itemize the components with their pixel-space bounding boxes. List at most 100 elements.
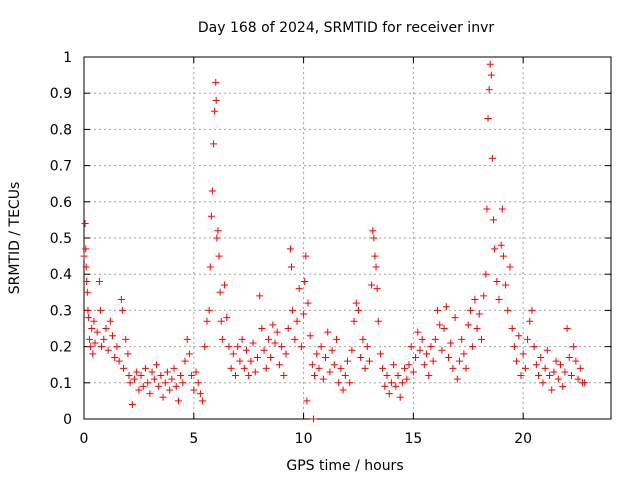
data-point [90,317,98,325]
data-point [581,379,589,387]
data-point [212,96,220,104]
plot-area-border [83,56,612,420]
data-point [221,281,229,289]
data-point [521,364,529,372]
data-point [464,321,472,329]
data-point [398,379,406,387]
data-point [152,361,160,369]
data-point [403,375,411,383]
data-point [286,245,294,253]
data-point [297,343,305,351]
data-point [203,317,211,325]
y-tick-label: 0.4 [50,267,72,283]
data-point [302,252,310,260]
data-point [537,353,545,361]
data-point [214,227,222,235]
data-point [423,350,431,358]
data-point [451,314,459,322]
data-point [85,335,93,343]
data-point [174,397,182,405]
data-point [213,234,221,242]
data-point [337,364,345,372]
data-point [161,379,169,387]
data-point [357,353,365,361]
data-point [425,372,433,380]
data-point [139,382,147,390]
data-point [488,154,496,162]
data-point [517,372,525,380]
data-point [104,346,112,354]
data-point [309,415,317,423]
data-point [208,187,216,195]
data-point [438,346,446,354]
data-point [124,350,132,358]
data-point [150,375,158,383]
data-point [499,252,507,260]
data-point [89,350,97,358]
data-point [416,346,424,354]
data-point [352,299,360,307]
data-point [401,364,409,372]
data-point [141,364,149,372]
data-point [482,270,490,278]
data-point [278,343,286,351]
data-point [373,285,381,293]
data-point [344,357,351,365]
data-point [354,306,362,314]
data-point [383,372,391,380]
data-point [115,357,123,365]
data-point [319,375,327,383]
data-point [144,379,152,387]
data-point [168,375,176,383]
x-axis-label: GPS time / hours [286,458,403,474]
data-point [218,335,226,343]
chart-title: Day 168 of 2024, SRMTID for receiver inv… [198,20,494,36]
data-point [495,296,503,304]
data-point [205,306,213,314]
y-tick-label: 0 [63,412,72,428]
y-tick-label: 0.1 [50,376,72,392]
data-point [247,357,255,365]
data-point [211,107,219,115]
data-point [300,310,308,318]
data-point [412,353,420,361]
data-point [348,346,356,354]
data-point [194,379,202,387]
data-point [308,361,316,369]
data-point [485,86,493,94]
y-tick-label: 0.7 [50,159,72,175]
data-point [469,343,477,351]
data-point [113,343,121,351]
data-point [212,78,220,86]
data-point [137,372,145,380]
data-point [301,277,309,285]
data-point [390,361,398,369]
data-point [80,252,88,260]
data-point [288,263,296,271]
data-point [330,361,338,369]
data-point [95,277,103,285]
data-point [572,357,580,365]
data-point [565,353,573,361]
data-point [455,357,463,365]
data-point [262,364,270,372]
data-point [216,288,224,296]
data-point [122,335,130,343]
data-point [374,317,382,325]
data-points [80,60,589,423]
data-point [407,343,415,351]
data-point [368,281,376,289]
data-point [303,397,311,405]
data-point [190,386,198,394]
data-point [185,350,193,358]
data-point [466,306,474,314]
data-point [539,379,547,387]
data-point [148,368,156,376]
data-point [361,364,369,372]
data-point [293,317,301,325]
data-point [87,343,95,351]
x-tick-labels: 0 5 10 15 20 [80,431,533,447]
data-point [372,263,380,271]
data-point [181,357,189,365]
data-point [535,372,543,380]
